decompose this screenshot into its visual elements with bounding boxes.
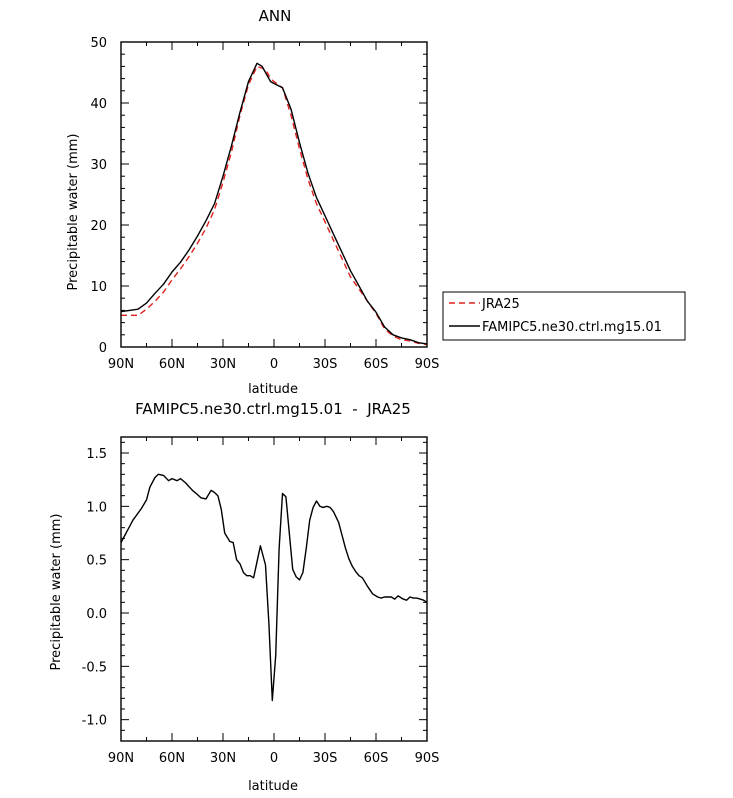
bottom-x-tick-label: 60S <box>364 751 389 766</box>
top-y-tick-label: 40 <box>90 97 107 112</box>
top-y-axis-label: Precipitable water (mm) <box>66 134 81 291</box>
top-x-tick-label: 60N <box>159 357 185 372</box>
bottom-y-tick-label: 0.5 <box>86 554 107 569</box>
top-x-tick-label: 30N <box>210 357 236 372</box>
top-plot-lines <box>120 62 428 346</box>
bottom-x-tick-label: 60N <box>159 751 185 766</box>
top-y-tick-label: 20 <box>90 219 107 234</box>
bottom-series-line-0 <box>120 473 428 702</box>
bottom-axis-ticks: 90N 60N 30N 0 30S 60S 90S -1.0 -0.5 0.0 0.5 1.0 1.5 <box>82 437 440 766</box>
bottom-x-tick-label: 30S <box>313 751 338 766</box>
bottom-y-axis-label: Precipitable water (mm) <box>49 514 64 671</box>
top-series-line-1 <box>120 62 428 345</box>
bottom-y-tick-label: 1.5 <box>86 447 107 462</box>
bottom-y-tick-label: -0.5 <box>82 660 107 675</box>
bottom-x-tick-label: 30N <box>210 751 236 766</box>
bottom-x-tick-label: 90N <box>108 751 134 766</box>
bottom-plot-lines <box>120 473 428 702</box>
legend-label-jra25: JRA25 <box>481 297 520 312</box>
top-y-tick-label: 50 <box>90 36 107 51</box>
top-y-tick-label: 10 <box>90 280 107 295</box>
top-series-line-0 <box>121 65 428 346</box>
bottom-panel: FAMIPC5.ne30.ctrl.mg15.01 - JRA25 Precip… <box>49 400 439 794</box>
bottom-y-tick-label: 1.0 <box>86 500 107 515</box>
top-y-tick-label: 30 <box>90 158 107 173</box>
top-x-axis-label: latitude <box>248 382 298 397</box>
top-y-tick-label: 0 <box>99 341 107 356</box>
legend-box <box>442 291 686 341</box>
bottom-x-tick-label: 90S <box>415 751 440 766</box>
top-axis-ticks: 90N 60N 30N 0 30S 60S 90S 0 10 20 30 40 50 <box>90 36 439 372</box>
bottom-x-tick-label: 0 <box>270 751 278 766</box>
top-x-tick-label: 90N <box>108 357 134 372</box>
bottom-y-tick-label: 0.0 <box>86 607 107 622</box>
legend-label-famipc5: FAMIPC5.ne30.ctrl.mg15.01 <box>482 320 662 335</box>
bottom-plot-frame <box>120 436 428 742</box>
top-x-tick-label: 60S <box>364 357 389 372</box>
top-x-tick-label: 0 <box>270 357 278 372</box>
bottom-chart-title: FAMIPC5.ne30.ctrl.mg15.01 - JRA25 <box>135 400 411 418</box>
top-x-tick-label: 30S <box>313 357 338 372</box>
bottom-x-axis-label: latitude <box>248 779 298 794</box>
top-chart-title: ANN <box>259 7 292 25</box>
top-panel: ANN Precipitable water (mm) latitude 90N… <box>66 7 439 397</box>
top-x-tick-label: 90S <box>415 357 440 372</box>
bottom-y-tick-label: -1.0 <box>82 714 107 729</box>
top-plot-frame <box>120 41 428 348</box>
legend: JRA25 FAMIPC5.ne30.ctrl.mg15.01 <box>442 291 686 341</box>
